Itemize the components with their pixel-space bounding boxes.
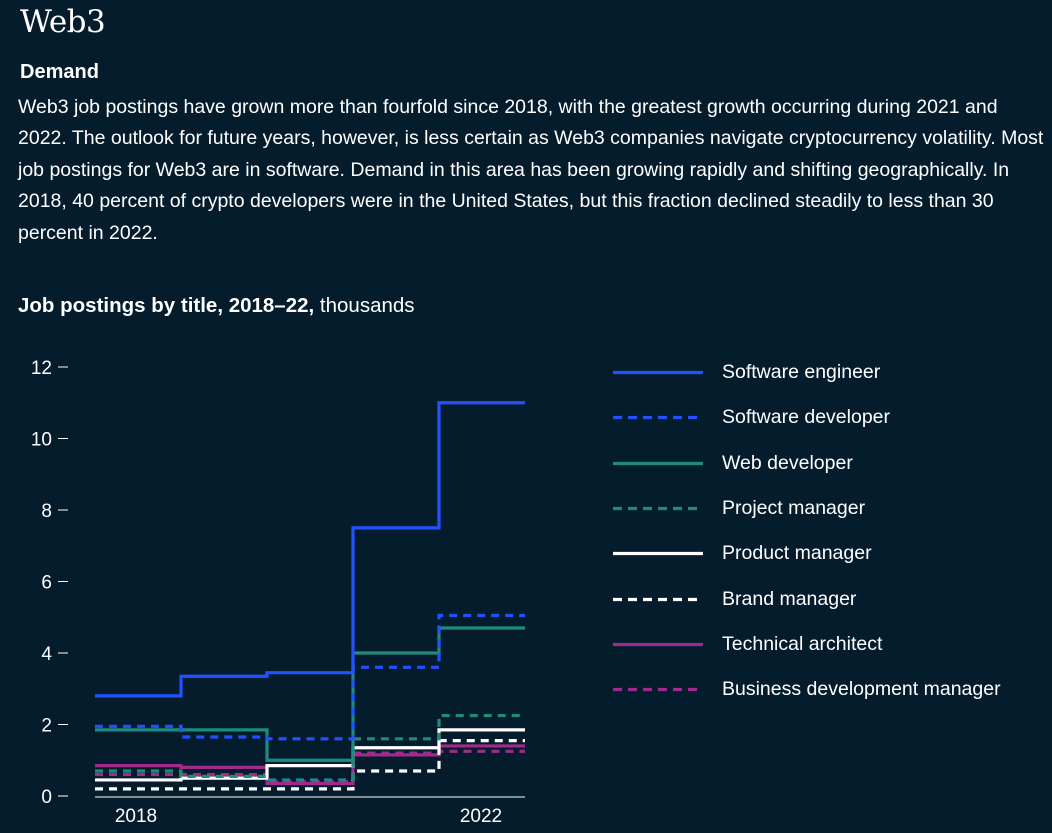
- legend-swatch: [613, 371, 703, 375]
- legend-label: Software engineer: [722, 361, 881, 384]
- legend-swatch: [613, 506, 703, 511]
- legend-item: Brand manager: [612, 576, 1001, 621]
- y-tick-label: 2: [41, 716, 52, 737]
- legend-item: Web developer: [612, 441, 1001, 486]
- page-title: Web3: [20, 4, 106, 40]
- legend-label: Project manager: [722, 497, 866, 520]
- legend-swatch: [613, 552, 703, 556]
- legend-item: Technical architect: [612, 622, 1001, 667]
- series-line-project-manager: [95, 713, 525, 782]
- y-tick-label: 12: [31, 358, 52, 379]
- y-tick-label: 6: [41, 573, 52, 594]
- legend-item: Product manager: [612, 531, 1001, 576]
- legend-label: Technical architect: [722, 632, 883, 655]
- legend-label: Brand manager: [722, 587, 857, 610]
- legend-swatch: [613, 597, 703, 601]
- legend-item: Software developer: [612, 395, 1001, 440]
- y-tick-label: 8: [41, 501, 52, 522]
- legend-swatch: [613, 416, 703, 420]
- legend-swatch: [613, 461, 703, 465]
- y-tick-label: 0: [41, 787, 52, 808]
- legend-label: Web developer: [722, 451, 853, 474]
- section-subhead: Demand: [20, 61, 99, 83]
- chart-title: Job postings by title, 2018–22, thousand…: [18, 294, 415, 318]
- chart-legend: Software engineer Software developer Web d…: [612, 350, 1001, 712]
- series-line-web-developer: [95, 626, 525, 762]
- legend-label: Software developer: [722, 406, 891, 429]
- x-tick-label: 2018: [115, 806, 157, 827]
- legend-item: Software engineer: [612, 350, 1001, 395]
- chart-title-bold: Job postings by title, 2018–22,: [18, 294, 315, 317]
- x-tick-label: 2022: [460, 806, 502, 827]
- series-line-software-engineer: [95, 401, 525, 698]
- legend-label: Product manager: [722, 542, 872, 565]
- legend-label: Business development manager: [722, 678, 1001, 701]
- series-line-software-developer: [95, 613, 525, 741]
- chart-title-unit: thousands: [314, 294, 415, 317]
- y-tick-label: 4: [41, 644, 52, 665]
- legend-swatch: [613, 642, 703, 647]
- body-paragraph: Web3 job postings have grown more than f…: [18, 96, 1044, 244]
- y-tick-label: 10: [31, 430, 52, 451]
- legend-item: Business development manager: [612, 667, 1001, 712]
- legend-item: Project manager: [612, 486, 1001, 531]
- legend-swatch: [613, 688, 703, 692]
